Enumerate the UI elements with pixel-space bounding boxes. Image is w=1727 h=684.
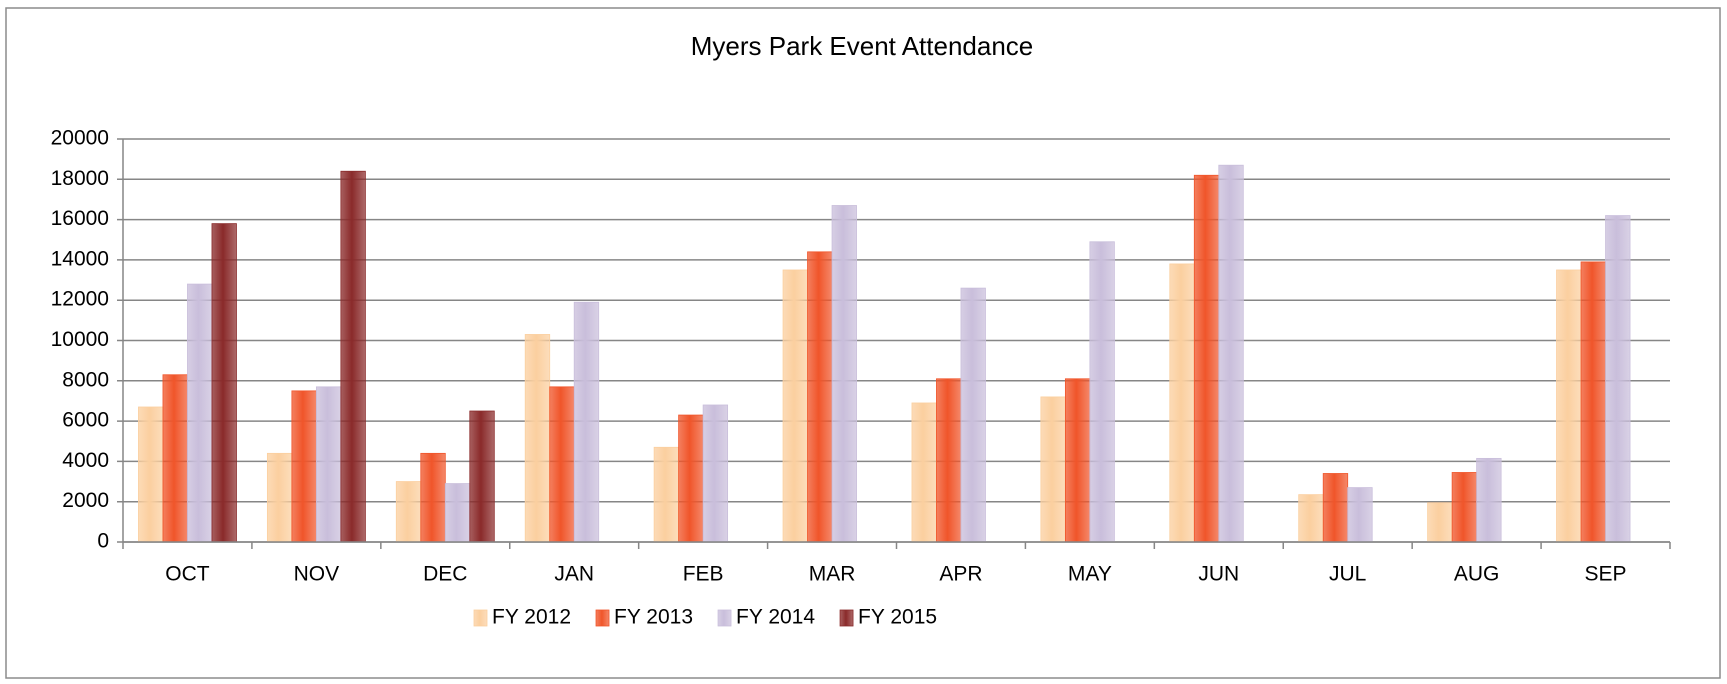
y-tick-label: 4000: [62, 449, 109, 472]
y-tick-label: 14000: [51, 247, 109, 270]
legend-label: FY 2015: [858, 606, 937, 629]
legend-swatch: [717, 609, 732, 627]
bar: [1347, 487, 1373, 543]
x-tick-label: NOV: [294, 563, 340, 586]
bar: [1451, 472, 1478, 543]
x-tick-label: FEB: [683, 563, 724, 586]
x-tick-label: SEP: [1585, 563, 1627, 586]
bar: [211, 223, 237, 543]
legend-label: FY 2013: [614, 606, 693, 629]
bar: [1556, 269, 1582, 543]
bar: [291, 390, 317, 543]
bar: [807, 251, 833, 543]
bar: [1040, 396, 1066, 543]
bar: [549, 386, 575, 543]
bar: [420, 452, 446, 543]
y-tick-label: 10000: [51, 328, 109, 351]
x-tick-label: JAN: [554, 563, 594, 586]
bar: [911, 402, 937, 543]
legend-swatch: [473, 609, 488, 627]
y-tick-label: 6000: [62, 409, 109, 432]
x-tick-label: OCT: [165, 563, 210, 586]
bar: [395, 481, 422, 543]
x-tick-label: JUL: [1329, 563, 1366, 586]
bar: [1064, 378, 1091, 543]
legend-label: FY 2012: [492, 606, 571, 629]
bar: [936, 378, 962, 543]
bar: [315, 386, 342, 543]
bar: [782, 269, 808, 543]
bar: [573, 301, 600, 543]
bar: [1322, 473, 1349, 543]
bar: [340, 170, 366, 543]
chart-border: [5, 7, 1721, 679]
bar: [1169, 263, 1195, 543]
x-tick-label: AUG: [1454, 563, 1500, 586]
y-tick-label: 2000: [62, 489, 109, 512]
bar: [831, 205, 857, 543]
bar: [1218, 164, 1244, 543]
bar: [1089, 241, 1115, 543]
bar: [653, 446, 680, 543]
bar: [162, 374, 188, 543]
bar: [960, 287, 986, 543]
y-tick-label: 20000: [51, 127, 109, 150]
bar: [1580, 261, 1606, 543]
y-tick-label: 12000: [51, 288, 109, 311]
y-tick-label: 0: [97, 530, 109, 553]
bar: [678, 414, 704, 543]
legend-label: FY 2014: [736, 606, 815, 629]
bar: [1476, 457, 1502, 543]
y-tick-label: 8000: [62, 368, 109, 391]
bar: [469, 410, 495, 543]
bar: [1427, 502, 1453, 543]
x-tick-label: MAR: [809, 563, 856, 586]
bar: [266, 452, 293, 543]
bar: [1298, 494, 1324, 543]
x-tick-label: JUN: [1198, 563, 1239, 586]
bar: [187, 283, 213, 543]
legend-swatch: [839, 609, 854, 627]
bar: [444, 483, 471, 543]
y-tick-label: 16000: [51, 207, 109, 230]
bar: [1193, 174, 1220, 543]
legend-swatch: [595, 609, 610, 627]
bar: [1605, 215, 1631, 543]
bar: [702, 404, 729, 543]
bar: [138, 406, 164, 543]
y-tick-label: 18000: [51, 167, 109, 190]
x-tick-label: DEC: [423, 563, 467, 586]
bar: [524, 334, 551, 543]
x-tick-label: MAY: [1068, 563, 1112, 586]
chart-title: Myers Park Event Attendance: [691, 31, 1034, 61]
x-tick-label: APR: [939, 563, 982, 586]
